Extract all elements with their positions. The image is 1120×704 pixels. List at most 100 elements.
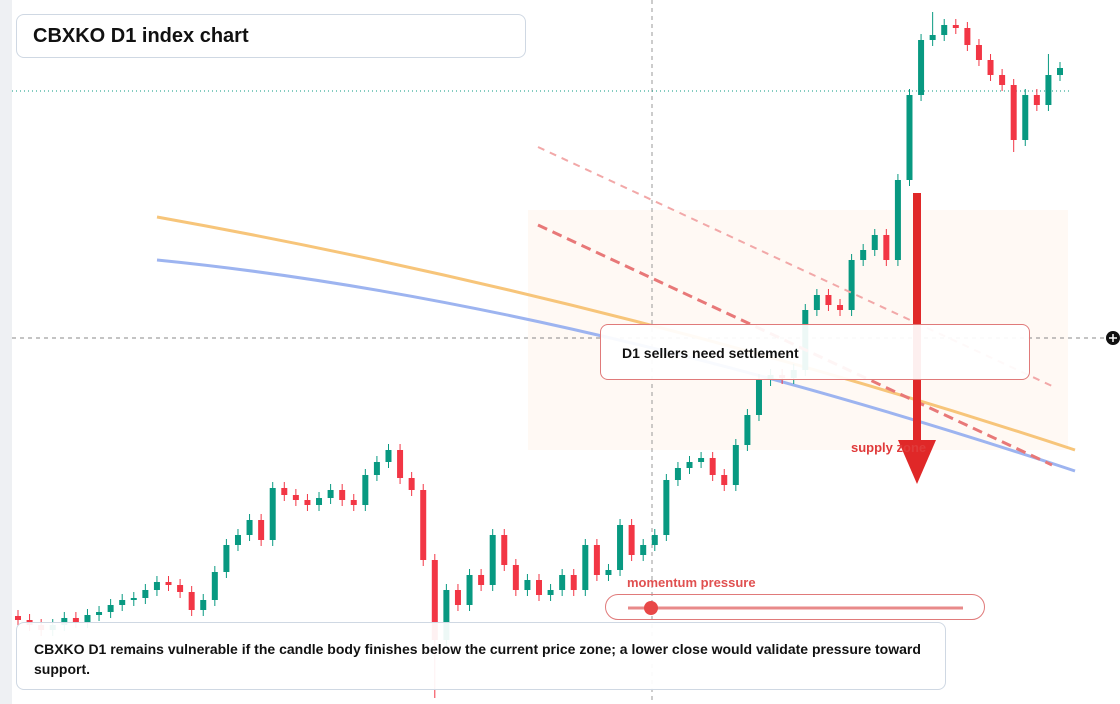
candle-body [200, 600, 207, 610]
candle-body [188, 592, 195, 610]
candle-body [547, 590, 554, 595]
trend-lower [537, 223, 1053, 467]
candle-body [617, 525, 624, 570]
candle-body [258, 520, 265, 540]
footnote-box: CBXKO D1 remains vulnerable if the candl… [16, 622, 946, 690]
arrow-shaft [913, 193, 921, 443]
candle-body [304, 500, 311, 505]
candle-body [489, 535, 496, 585]
candle-body [628, 525, 635, 555]
candle-body [674, 468, 681, 480]
candle-body [211, 572, 218, 600]
candle-body [177, 585, 184, 592]
candle-body [362, 475, 369, 505]
candle-body [721, 475, 728, 485]
candle-body [651, 535, 658, 545]
candle-body [663, 480, 670, 535]
candle-body [431, 560, 438, 640]
candle-body [570, 575, 577, 590]
candle-body [698, 458, 705, 462]
candle-body [84, 615, 91, 622]
candle-body [385, 450, 392, 462]
candle-body [350, 500, 357, 505]
candle-body [292, 495, 299, 500]
candle-body [130, 598, 137, 600]
candle-body [246, 520, 253, 535]
candles [15, 12, 1063, 698]
candle-body [420, 490, 427, 560]
candle-body [478, 575, 485, 585]
candle-body [501, 535, 508, 565]
candle-body [883, 235, 890, 260]
candle-body [234, 535, 241, 545]
candle-body [397, 450, 404, 478]
candle-body [906, 95, 913, 180]
candle-body [142, 590, 149, 598]
candle-body [1010, 85, 1017, 140]
candle-body [894, 180, 901, 260]
annotation-box: D1 sellers need settlement [600, 324, 1030, 380]
candle-body [15, 616, 21, 620]
candle-body [512, 565, 519, 590]
candle-body [96, 612, 103, 615]
candle-body [153, 582, 160, 590]
slider-track [628, 601, 963, 615]
candle-body [454, 590, 461, 605]
candle-body [732, 445, 739, 485]
candle-body [524, 580, 531, 590]
candle-body [605, 570, 612, 575]
candle-body [269, 488, 276, 540]
candle-body [223, 545, 230, 572]
side-bar [0, 0, 12, 704]
candle-body [466, 575, 473, 605]
candle-body [593, 545, 600, 575]
candle-body [813, 295, 820, 310]
slider-knob[interactable] [644, 601, 658, 615]
candle-body [1033, 95, 1040, 105]
ma-orange [156, 215, 1076, 452]
title-box: CBXKO D1 index chart [16, 14, 526, 58]
candle-body [871, 235, 878, 250]
candle-body [119, 600, 126, 605]
candle-body [327, 490, 334, 498]
candle-body [107, 605, 114, 612]
candle-body [61, 618, 68, 625]
candle-body [339, 490, 346, 500]
candle-body [860, 250, 867, 260]
candle-body [582, 545, 589, 590]
candle-body [559, 575, 566, 590]
candle-body [443, 590, 450, 640]
candle-body [755, 380, 762, 415]
candle-body [929, 35, 936, 40]
candle-body [999, 75, 1006, 85]
candle-body [640, 545, 647, 555]
candle-body [941, 25, 948, 35]
candle-body [964, 28, 971, 45]
candle-body [837, 305, 844, 310]
candle-body [408, 478, 415, 490]
slider[interactable] [605, 594, 985, 620]
candle-body [316, 498, 323, 505]
candle-body [536, 580, 542, 595]
zone-label: supply zone [851, 440, 927, 455]
candle-body [165, 582, 172, 585]
candle-body [1057, 68, 1063, 75]
candle-body [686, 462, 693, 468]
candle-body [709, 458, 716, 475]
candle-body [1022, 95, 1029, 140]
candle-body [975, 45, 982, 60]
candle-body [848, 260, 855, 310]
candle-body [72, 618, 79, 622]
ma-blue [156, 258, 1076, 473]
candle-body [918, 40, 925, 95]
candle-body [373, 462, 380, 475]
arrow-head [898, 440, 936, 484]
slider-label: momentum pressure [627, 575, 756, 590]
candle-body [281, 488, 288, 495]
candle-body [1045, 75, 1052, 105]
candle-body [744, 415, 751, 445]
crosshair-icon-plus [1109, 334, 1117, 342]
candle-body [987, 60, 994, 75]
candle-body [825, 295, 832, 305]
